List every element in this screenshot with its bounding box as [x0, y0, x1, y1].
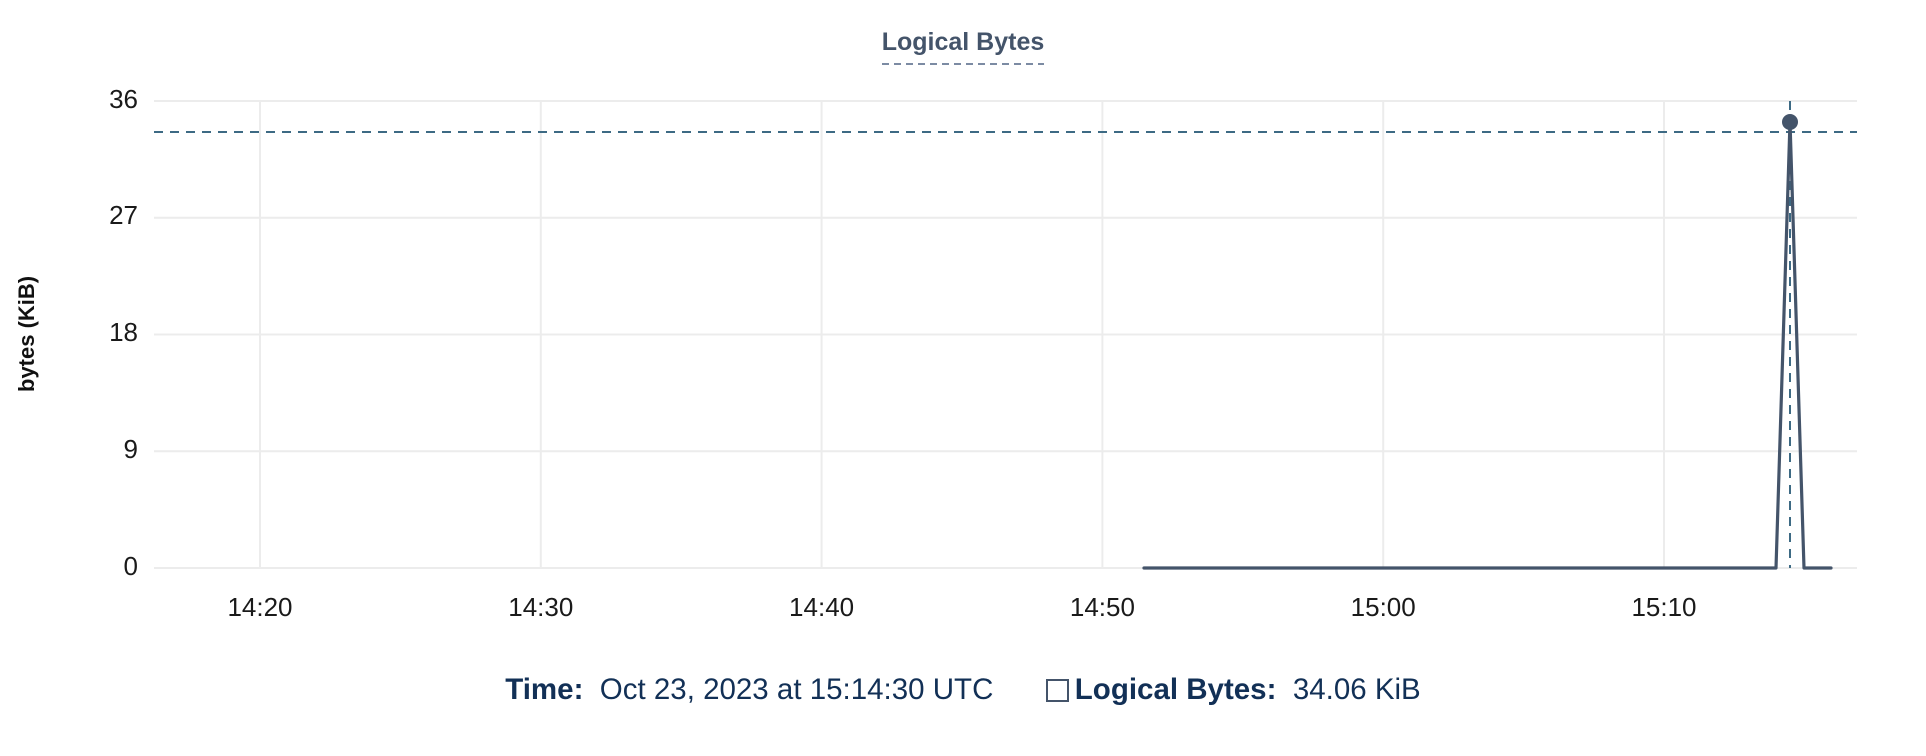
- svg-text:27: 27: [109, 200, 138, 230]
- svg-text:9: 9: [124, 434, 138, 464]
- svg-text:36: 36: [109, 84, 138, 114]
- svg-text:18: 18: [109, 317, 138, 347]
- svg-text:14:30: 14:30: [508, 592, 573, 622]
- svg-text:15:10: 15:10: [1631, 592, 1696, 622]
- svg-text:0: 0: [124, 551, 138, 581]
- svg-text:14:50: 14:50: [1070, 592, 1135, 622]
- svg-text:14:40: 14:40: [789, 592, 854, 622]
- svg-text:14:20: 14:20: [227, 592, 292, 622]
- svg-text:15:00: 15:00: [1351, 592, 1416, 622]
